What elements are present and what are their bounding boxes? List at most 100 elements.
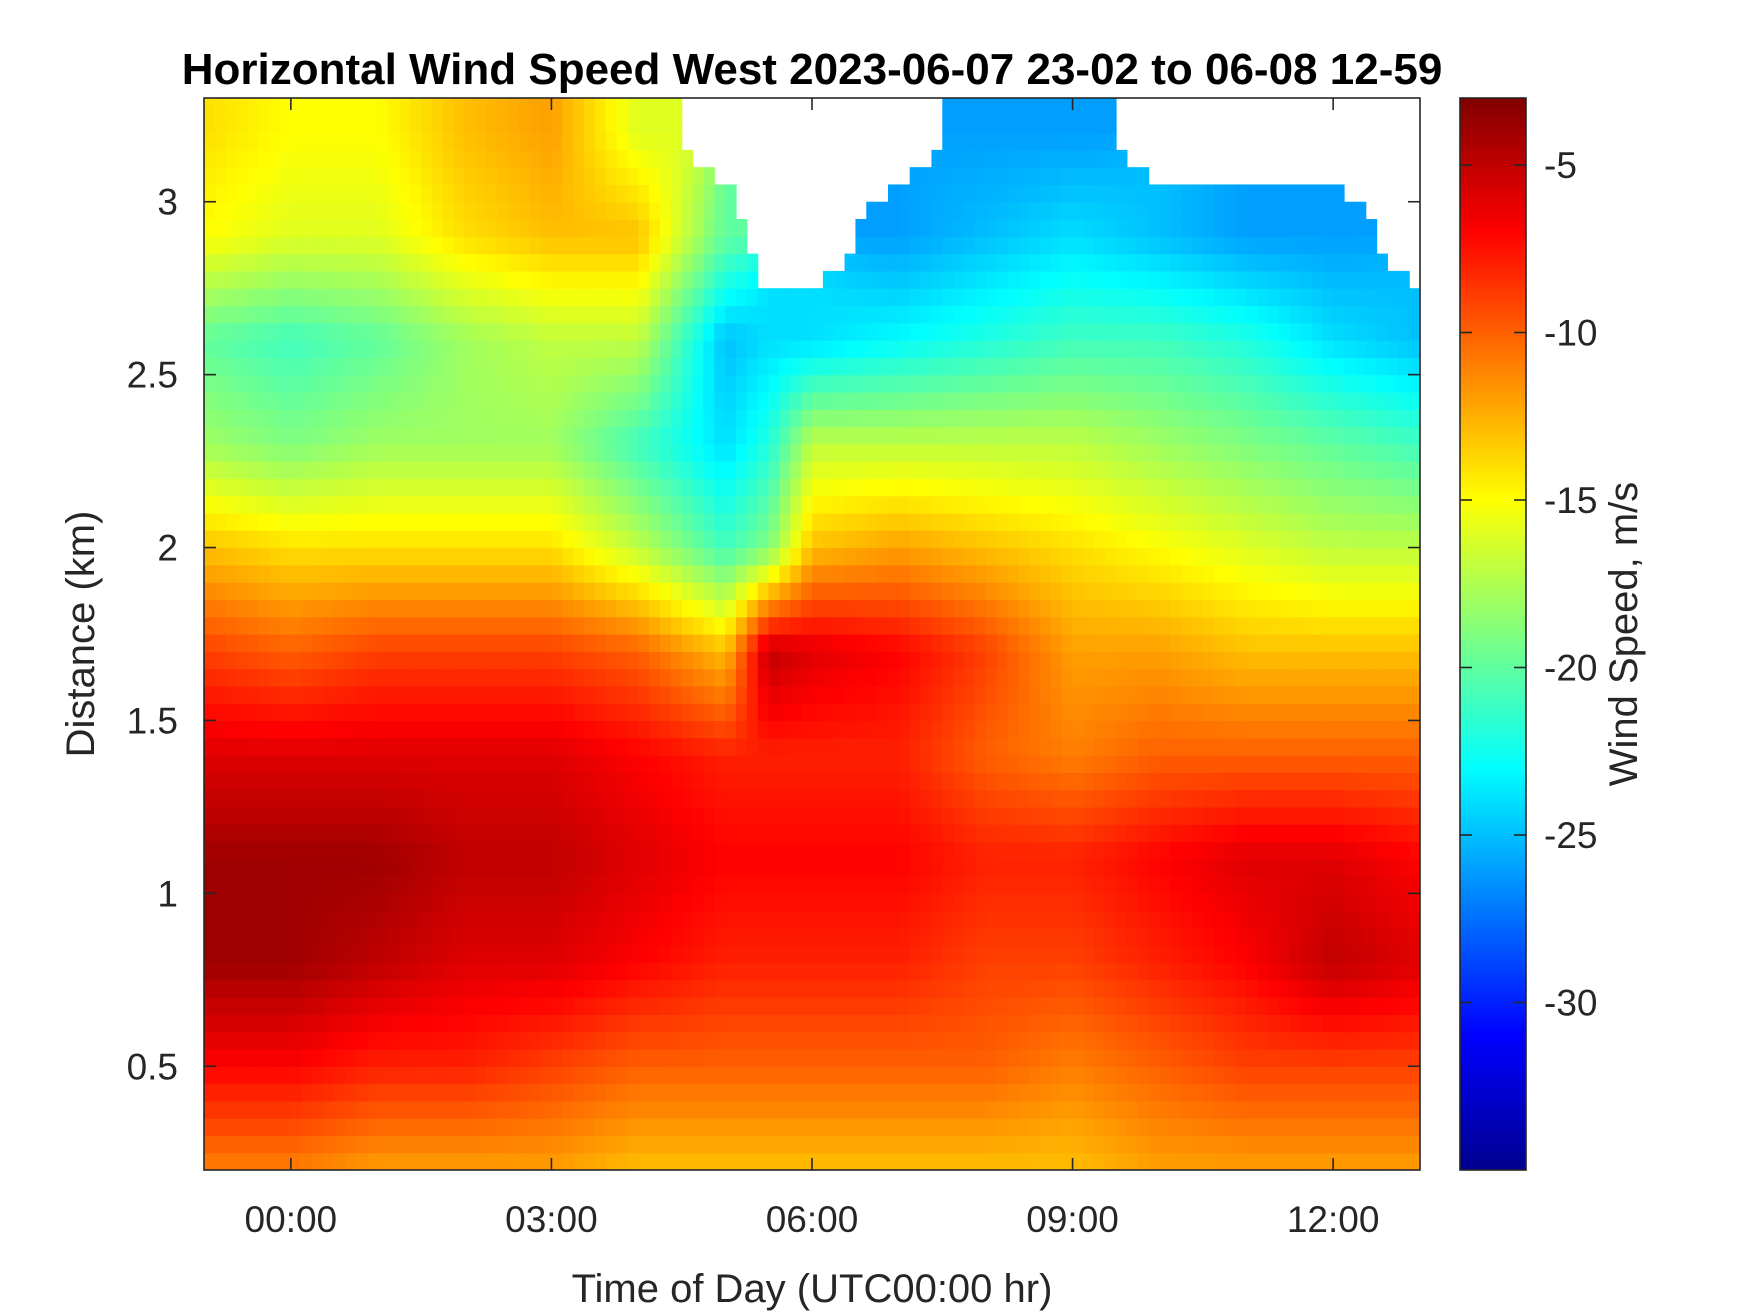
heatmap-cell	[1040, 391, 1052, 410]
heatmap-cell	[204, 755, 216, 773]
heatmap-cell	[497, 564, 509, 583]
heatmap-cell	[888, 737, 900, 756]
heatmap-cell	[334, 616, 346, 635]
heatmap-cell	[779, 512, 791, 531]
heatmap-cell	[377, 167, 390, 186]
heatmap-cell	[421, 789, 433, 808]
heatmap-cell	[518, 1014, 531, 1033]
heatmap-cell	[529, 685, 542, 704]
heatmap-cell	[214, 236, 227, 255]
heatmap-cell	[974, 1135, 987, 1154]
heatmap-cell	[779, 1118, 791, 1137]
heatmap-cell	[540, 841, 553, 860]
heatmap-cell	[1061, 1135, 1074, 1154]
heatmap-cell	[421, 668, 433, 687]
heatmap-cell	[453, 98, 466, 116]
heatmap-cell	[844, 409, 857, 428]
heatmap-cell	[616, 443, 629, 462]
heatmap-cell	[214, 547, 227, 566]
heatmap-cell	[486, 1135, 498, 1154]
heatmap-cell	[594, 582, 607, 601]
heatmap-cell	[269, 1135, 281, 1154]
heatmap-cell	[529, 616, 542, 635]
heatmap-cell	[627, 357, 639, 376]
heatmap-cell	[855, 340, 867, 358]
heatmap-cell	[323, 357, 335, 376]
heatmap-cell	[214, 1031, 227, 1050]
heatmap-cell	[942, 634, 954, 652]
heatmap-cell	[518, 1152, 531, 1170]
heatmap-cell	[551, 806, 563, 825]
heatmap-cell	[388, 1014, 401, 1033]
heatmap-cell	[377, 927, 390, 946]
heatmap-cell	[204, 997, 216, 1015]
heatmap-cell	[920, 340, 933, 358]
heatmap-cell	[920, 1066, 933, 1085]
heatmap-cell	[844, 374, 857, 393]
heatmap-cell	[692, 927, 705, 946]
heatmap-cell	[301, 893, 314, 912]
heatmap-cell	[421, 616, 433, 635]
heatmap-cell	[1040, 409, 1052, 428]
heatmap-cell	[931, 997, 943, 1015]
heatmap-cell	[323, 876, 335, 894]
heatmap-cell	[681, 772, 694, 791]
heatmap-cell	[953, 461, 965, 479]
heatmap-cell	[236, 98, 249, 116]
heatmap-cell	[1040, 927, 1052, 946]
heatmap-cell	[746, 910, 759, 929]
heatmap-cell	[1083, 115, 1095, 134]
heatmap-cell	[214, 322, 227, 341]
heatmap-cell	[746, 841, 759, 860]
heatmap-cell	[660, 1031, 672, 1050]
heatmap-cell	[475, 374, 487, 393]
heatmap-cell	[345, 184, 357, 203]
heatmap-cell	[877, 876, 889, 894]
heatmap-cell	[410, 582, 422, 601]
heatmap-cell	[345, 115, 357, 134]
heatmap-cell	[692, 737, 705, 756]
heatmap-cell	[377, 443, 390, 462]
heatmap-cell	[725, 806, 737, 825]
heatmap-cell	[399, 512, 411, 531]
heatmap-cell	[562, 391, 574, 410]
heatmap-cell	[323, 599, 335, 618]
heatmap-cell	[714, 409, 726, 428]
heatmap-cell	[323, 547, 335, 566]
heatmap-cell	[529, 374, 542, 393]
heatmap-cell	[453, 703, 466, 722]
heatmap-cell	[649, 582, 661, 601]
heatmap-cell	[844, 789, 857, 808]
heatmap-cell	[464, 426, 477, 445]
heatmap-cell	[974, 236, 987, 255]
heatmap-cell	[605, 1118, 618, 1137]
heatmap-cell	[301, 1152, 314, 1170]
heatmap-cell	[714, 1083, 726, 1102]
heatmap-cell	[312, 98, 325, 116]
heatmap-cell	[692, 270, 705, 289]
heatmap-cell	[616, 789, 629, 808]
heatmap-cell	[236, 582, 249, 601]
heatmap-cell	[204, 893, 216, 912]
heatmap-cell	[410, 651, 422, 670]
heatmap-cell	[410, 357, 422, 376]
heatmap-cell	[377, 512, 390, 531]
heatmap-cell	[518, 132, 531, 151]
heatmap-cell	[801, 720, 813, 739]
heatmap-cell	[442, 253, 455, 272]
heatmap-cell	[1083, 149, 1095, 168]
heatmap-cell	[508, 1048, 520, 1067]
heatmap-cell	[421, 1031, 433, 1050]
heatmap-cell	[236, 253, 249, 272]
heatmap-cell	[985, 495, 998, 514]
heatmap-cell	[573, 1031, 585, 1050]
heatmap-cell	[757, 340, 770, 358]
heatmap-cell	[822, 772, 835, 791]
heatmap-cell	[855, 668, 867, 687]
heatmap-cell	[1061, 1048, 1074, 1067]
heatmap-cell	[410, 149, 422, 168]
heatmap-cell	[714, 720, 726, 739]
heatmap-cell	[779, 668, 791, 687]
heatmap-cell	[616, 668, 629, 687]
heatmap-cell	[584, 979, 596, 998]
